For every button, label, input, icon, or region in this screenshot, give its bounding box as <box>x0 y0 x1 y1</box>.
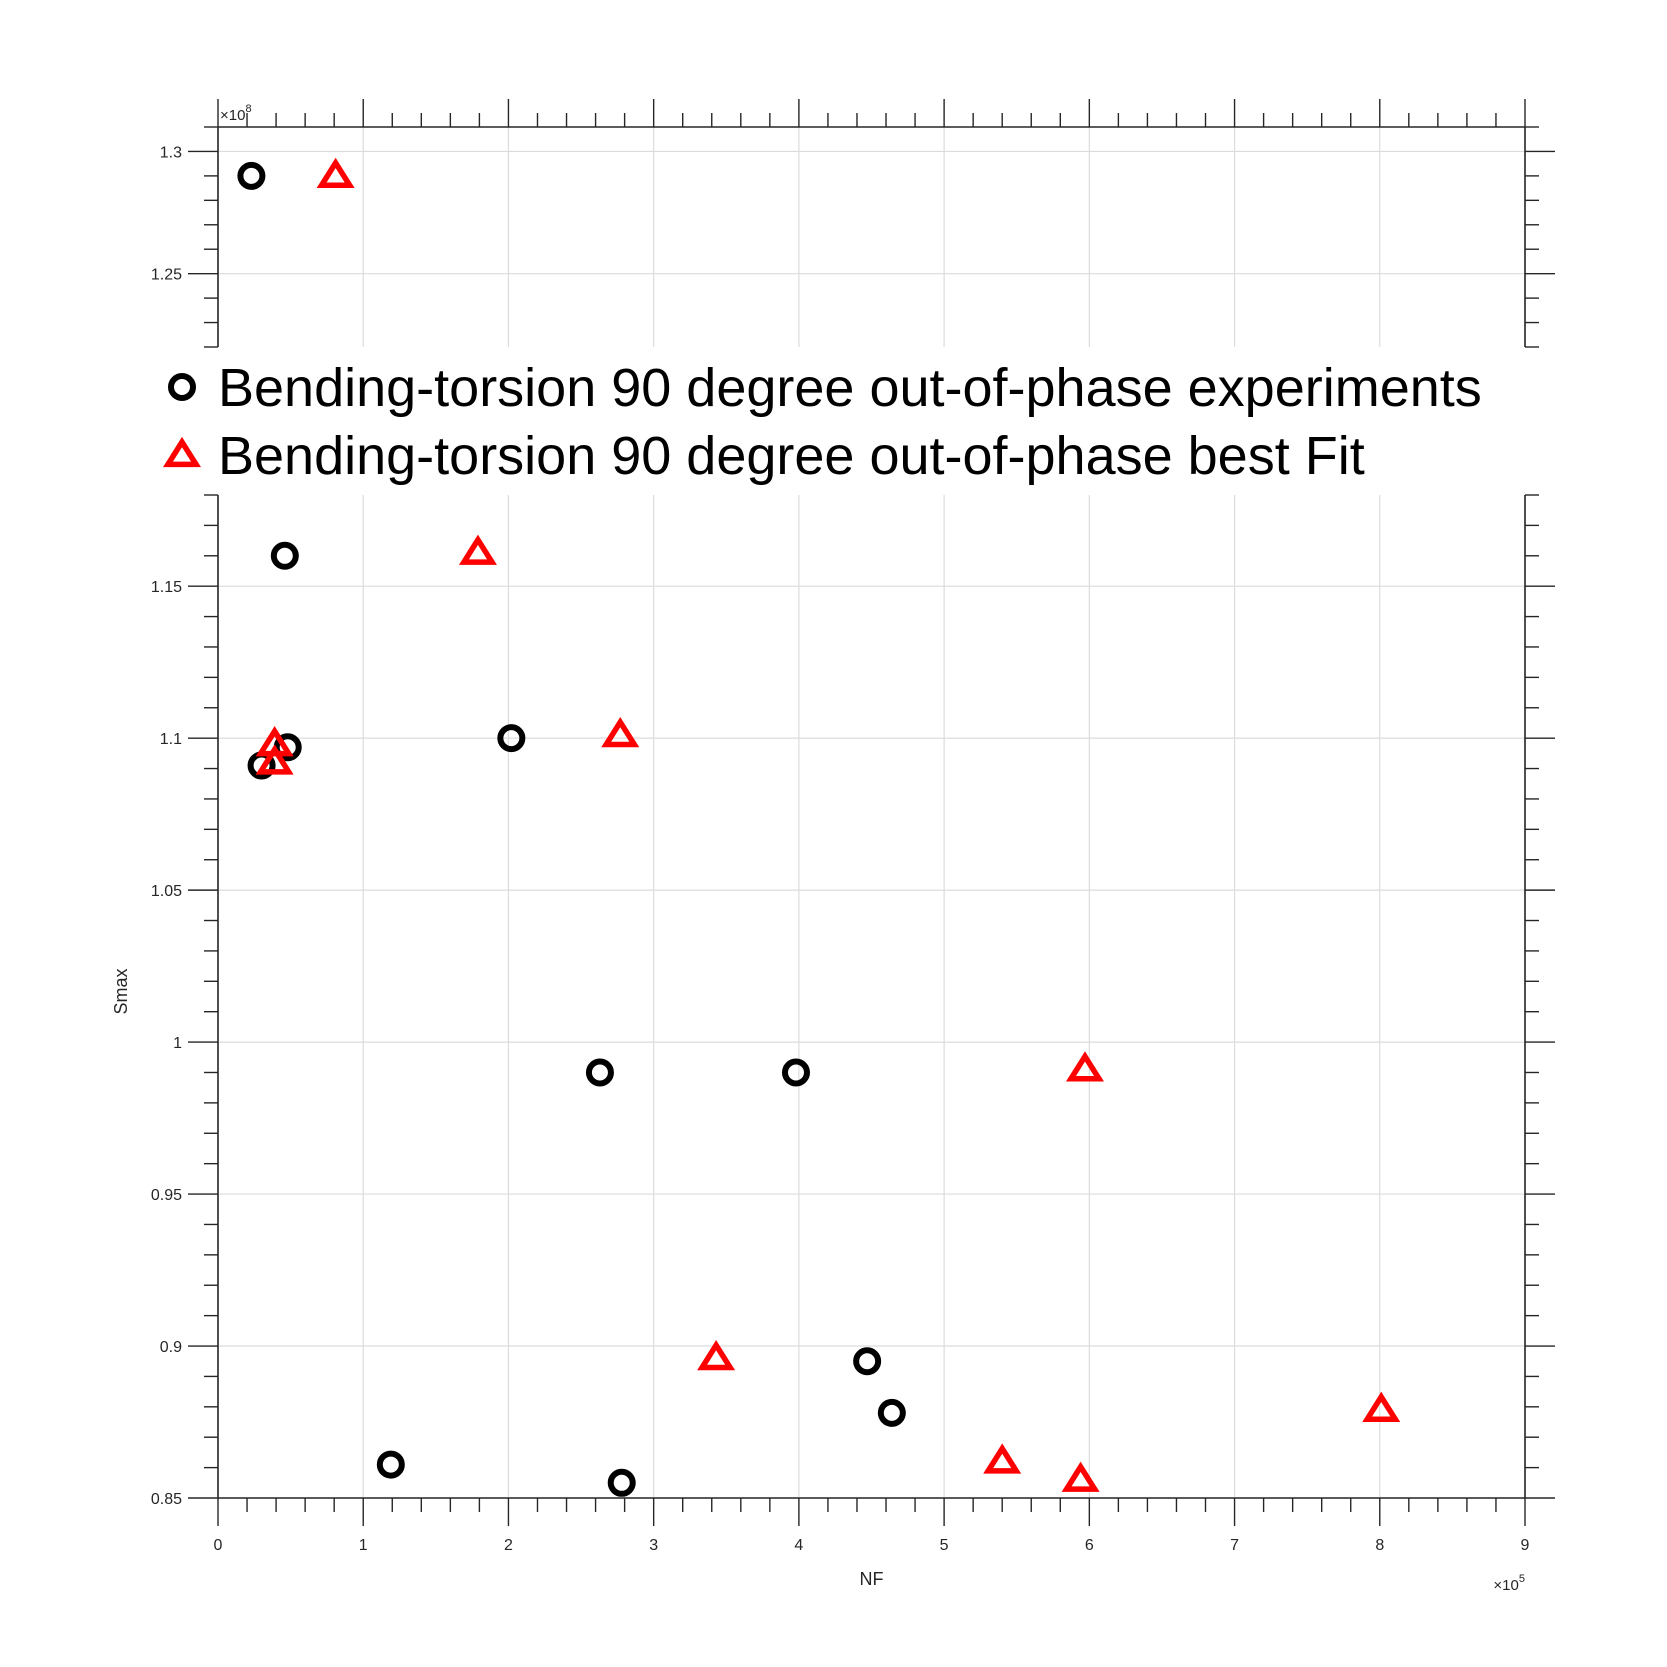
x-exponent-base: ×10 <box>1493 1577 1518 1594</box>
x-exponent-label: ×105 <box>1493 1573 1525 1594</box>
data-point-experiment <box>376 1450 405 1479</box>
data-point-best-fit <box>458 534 497 565</box>
data-point-best-fit <box>255 744 294 775</box>
y-tick-label: 1.05 <box>151 883 182 900</box>
x-tick-label: 8 <box>1375 1537 1384 1554</box>
data-point-best-fit <box>983 1443 1022 1474</box>
x-axis-label: NF <box>860 1569 884 1589</box>
x-exponent-power: 5 <box>1519 1573 1525 1585</box>
data-point-best-fit <box>697 1340 736 1371</box>
y-tick-label: 1.3 <box>160 144 182 161</box>
data-point-best-fit <box>1362 1391 1401 1422</box>
x-tick-label: 0 <box>214 1537 223 1554</box>
data-point-best-fit <box>1061 1461 1100 1492</box>
data-point-experiment <box>273 733 302 762</box>
data-point-experiment <box>585 1058 614 1087</box>
y-tick-label: 1 <box>173 1035 182 1052</box>
x-tick-label: 7 <box>1230 1537 1239 1554</box>
data-point-experiment <box>877 1398 906 1427</box>
x-tick-label: 9 <box>1521 1537 1530 1554</box>
data-point-best-fit <box>316 157 355 188</box>
data-point-experiment <box>497 724 526 753</box>
y-tick-label: 1.1 <box>160 731 182 748</box>
x-tick-label: 6 <box>1085 1537 1094 1554</box>
x-tick-label: 3 <box>649 1537 658 1554</box>
y-tick-label: 0.95 <box>151 1187 182 1204</box>
legend-entry-label: Bending-torsion 90 degree out-of-phase b… <box>218 426 1365 486</box>
y-exponent-label: ×108 <box>220 103 252 124</box>
upper-axes: 1.25 1.3 <box>151 99 1555 348</box>
legend: Bending-torsion 90 degree out-of-phase e… <box>162 358 1482 486</box>
y-exponent-power: 8 <box>245 103 251 115</box>
data-point-experiment <box>270 541 299 570</box>
data-point-experiment <box>607 1468 636 1497</box>
legend-entry-label: Bending-torsion 90 degree out-of-phase e… <box>218 358 1482 418</box>
data-point-experiment <box>781 1058 810 1087</box>
y-exponent-base: ×10 <box>220 107 245 124</box>
y-tick-label: 0.85 <box>151 1491 182 1508</box>
data-point-experiment <box>237 161 266 190</box>
data-point-best-fit <box>601 716 640 748</box>
y-tick-label: 0.9 <box>160 1339 182 1356</box>
data-point-legend-experiment <box>168 373 196 401</box>
data-point-legend-best-fit <box>162 436 202 468</box>
data-point-experiment <box>853 1347 882 1376</box>
data-point-best-fit <box>1065 1051 1104 1082</box>
x-tick-label: 1 <box>359 1537 368 1554</box>
y-tick-label: 1.15 <box>151 579 182 596</box>
y-tick-label: 1.25 <box>151 267 182 284</box>
x-tick-label: 4 <box>794 1537 803 1554</box>
lower-axes: 0.85 0.9 0.95 1 1.05 1.1 1.15 0 1 2 3 4 5 6 7 8 9 <box>151 494 1555 1554</box>
y-axis-label: Smax <box>111 968 131 1014</box>
x-tick-label: 2 <box>504 1537 513 1554</box>
x-tick-label: 5 <box>940 1537 949 1554</box>
